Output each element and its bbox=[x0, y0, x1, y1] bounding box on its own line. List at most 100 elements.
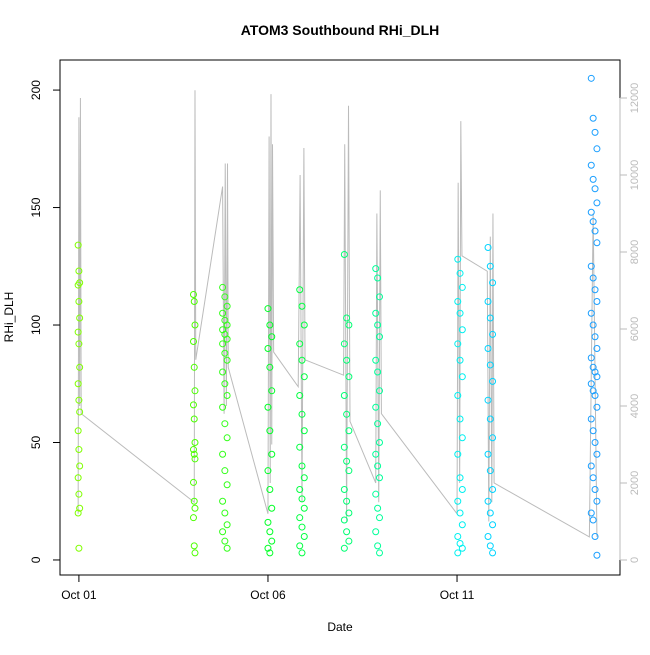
point bbox=[591, 185, 599, 193]
chart-title: ATOM3 Southbound RHi_DLH bbox=[241, 22, 440, 38]
point bbox=[374, 274, 382, 282]
point bbox=[454, 532, 462, 540]
point bbox=[486, 262, 494, 270]
point bbox=[593, 403, 601, 411]
point bbox=[74, 328, 82, 336]
point bbox=[268, 387, 276, 395]
point bbox=[345, 467, 353, 475]
point bbox=[296, 542, 304, 550]
point bbox=[591, 333, 599, 341]
point bbox=[454, 298, 462, 306]
point bbox=[264, 518, 272, 526]
point bbox=[587, 462, 595, 470]
point bbox=[589, 427, 597, 435]
y2-tick-label: 12000 bbox=[629, 83, 641, 114]
point bbox=[76, 314, 84, 322]
point bbox=[298, 356, 306, 364]
point bbox=[221, 537, 229, 545]
point bbox=[343, 356, 351, 364]
point bbox=[458, 544, 466, 552]
point bbox=[345, 373, 353, 381]
point bbox=[458, 283, 466, 291]
point bbox=[484, 243, 492, 251]
point bbox=[223, 392, 231, 400]
point bbox=[376, 514, 384, 522]
point bbox=[191, 504, 199, 512]
y2-tick-label: 2000 bbox=[629, 471, 641, 495]
point bbox=[298, 302, 306, 310]
y-tick-label: 200 bbox=[29, 80, 43, 100]
point bbox=[372, 309, 380, 317]
point bbox=[593, 345, 601, 353]
point bbox=[456, 415, 464, 423]
point bbox=[484, 450, 492, 458]
point bbox=[75, 267, 83, 275]
point bbox=[266, 528, 274, 536]
point bbox=[589, 218, 597, 226]
point bbox=[593, 145, 601, 153]
point bbox=[190, 497, 198, 505]
y-axis-label: RHi_DLH bbox=[2, 292, 16, 343]
point bbox=[219, 403, 227, 411]
point bbox=[486, 509, 494, 517]
point bbox=[458, 326, 466, 334]
point bbox=[76, 462, 84, 470]
point bbox=[340, 443, 348, 451]
point bbox=[484, 298, 492, 306]
point bbox=[458, 521, 466, 529]
point bbox=[190, 298, 198, 306]
point bbox=[266, 427, 274, 435]
point bbox=[296, 485, 304, 493]
point bbox=[587, 354, 595, 362]
point bbox=[593, 450, 601, 458]
point bbox=[219, 450, 227, 458]
point bbox=[587, 309, 595, 317]
point bbox=[593, 373, 601, 381]
point bbox=[589, 114, 597, 122]
point bbox=[223, 481, 231, 489]
point bbox=[458, 434, 466, 442]
point bbox=[264, 305, 272, 313]
point bbox=[76, 363, 84, 371]
point bbox=[343, 457, 351, 465]
point bbox=[340, 544, 348, 552]
point bbox=[343, 528, 351, 536]
point bbox=[264, 403, 272, 411]
altitude-line bbox=[77, 90, 598, 538]
point bbox=[372, 403, 380, 411]
point bbox=[345, 427, 353, 435]
point bbox=[489, 330, 497, 338]
point bbox=[75, 544, 83, 552]
point bbox=[372, 356, 380, 364]
point bbox=[191, 549, 199, 557]
point bbox=[376, 549, 384, 557]
point bbox=[591, 485, 599, 493]
point bbox=[489, 434, 497, 442]
point bbox=[456, 269, 464, 277]
point bbox=[489, 485, 497, 493]
point bbox=[191, 321, 199, 329]
plot-frame bbox=[59, 59, 621, 576]
point bbox=[298, 495, 306, 503]
point bbox=[300, 532, 308, 540]
point bbox=[264, 467, 272, 475]
point bbox=[75, 340, 83, 348]
y-tick-label: 100 bbox=[29, 315, 43, 335]
point bbox=[340, 485, 348, 493]
point bbox=[191, 438, 199, 446]
point bbox=[489, 549, 497, 557]
point bbox=[454, 450, 462, 458]
point bbox=[587, 74, 595, 82]
point bbox=[454, 255, 462, 263]
point bbox=[591, 392, 599, 400]
point bbox=[587, 208, 595, 216]
point bbox=[219, 528, 227, 536]
y2-tick-label: 0 bbox=[629, 557, 641, 563]
point bbox=[587, 262, 595, 270]
point bbox=[484, 532, 492, 540]
point bbox=[190, 542, 198, 550]
point bbox=[296, 286, 304, 294]
point bbox=[300, 373, 308, 381]
point bbox=[454, 340, 462, 348]
point bbox=[296, 514, 304, 522]
